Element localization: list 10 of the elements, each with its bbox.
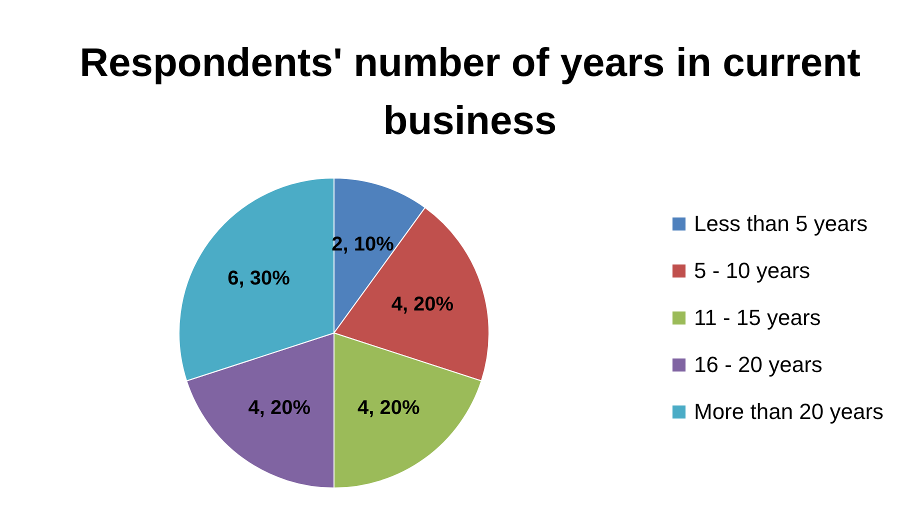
data-label: 4, 20% — [391, 293, 454, 316]
legend-label: 16 - 20 years — [694, 352, 822, 377]
data-label: 4, 20% — [358, 397, 420, 420]
legend-label: Less than 5 years — [694, 211, 868, 236]
chart-title: Respondents' number of years in current business — [80, 41, 860, 143]
legend-label: More than 20 years — [694, 399, 884, 424]
data-label: 4, 20% — [248, 397, 311, 420]
data-label: 6, 30% — [228, 267, 290, 290]
legend-label: 5 - 10 years — [694, 258, 810, 283]
legend-label: 11 - 15 years — [694, 305, 821, 330]
